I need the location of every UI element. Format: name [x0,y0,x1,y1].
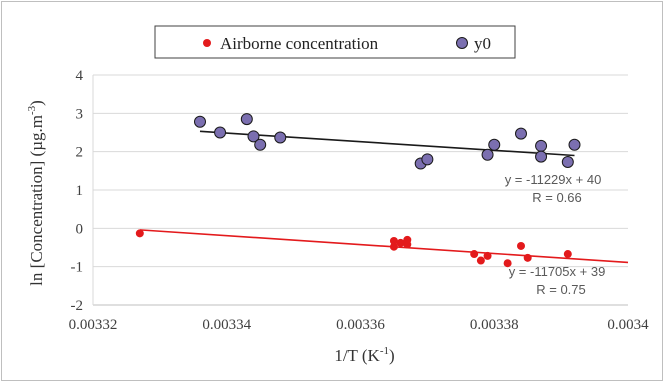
x-axis-title-end: ) [389,346,395,365]
x-tick-label: 0.00332 [69,317,118,333]
legend-marker-airborne [203,39,211,47]
trendlines [139,130,629,264]
airborne-point [476,256,485,265]
trendline-equations: y = -11705x + 39 R = 0.75 y = -11229x + 40… [505,172,606,297]
y0-point [214,126,227,139]
y0-point [568,138,581,151]
axes: -2 -1 0 1 2 3 4 0.00332 0.00334 0.00336 0.00338 0.0… [69,68,650,333]
airborne-point [403,240,412,249]
y-tick-label: 3 [76,106,84,122]
y0-point [194,115,206,128]
y-tick-label: 4 [76,68,84,84]
y0-point [240,113,253,126]
y-axis-title: ln [Concentration] (µg.m-3) [26,100,46,286]
y0-point [247,130,260,143]
y-tick-label: -2 [71,298,84,314]
airborne-point [517,241,525,250]
x-tick-label: 0.00336 [336,317,385,333]
x-tick-label: 0.00334 [202,317,251,333]
y-axis-title-sup: -3 [26,105,38,115]
y0-point [274,131,287,144]
y0-point [481,148,494,161]
trendline-equation: y = -11229x + 40 [505,172,602,187]
y0-point [421,153,434,166]
data-points [135,113,581,268]
airborne-point [389,236,398,245]
y0-point [561,156,574,169]
y0-point [535,150,548,163]
y0-point [488,138,501,151]
y0-point [515,127,527,140]
axis-titles: 1/T (K-1)ln [Concentration] (µg.m-3) [26,100,395,365]
legend-label-airborne: Airborne concentration [220,34,379,53]
airborne-point [470,250,479,259]
y-axis-title-text: ln [Concentration] (µg.m [27,115,46,286]
x-axis-title-text: 1/T (K [334,346,380,365]
y-tick-label: -1 [71,260,84,276]
chart-frame [1,1,663,381]
airborne-point [563,250,572,259]
y-axis-title-end: ) [27,100,46,106]
legend-marker-y0 [456,37,468,49]
airborne-point [523,253,532,262]
trendline-r-value: R = 0.75 [536,282,586,297]
airborne-point [503,259,512,268]
airborne-point [483,251,492,260]
x-tick-label: 0.0034 [607,317,649,333]
trendline-equation: y = -11705x + 39 [509,264,606,279]
y0-trendline [199,130,575,157]
y-tick-label: 0 [76,221,84,237]
x-axis-title-sup: -1 [380,345,389,357]
x-axis-title: 1/T (K-1) [334,345,394,365]
y-tick-label: 1 [76,183,84,199]
legend-box [154,25,516,59]
airborne-point [389,242,398,251]
legend-label-y0: y0 [474,34,491,53]
airborne-point [135,229,144,238]
y-tick-label: 2 [76,145,84,161]
y0-point [535,139,548,152]
y0-point [254,138,267,151]
trendline-r-value: R = 0.66 [532,190,582,205]
legend: Airborne concentration y0 [154,25,516,59]
x-tick-label: 0.00338 [470,317,519,333]
airborne-trendline [139,229,629,264]
airborne-point [396,238,405,247]
